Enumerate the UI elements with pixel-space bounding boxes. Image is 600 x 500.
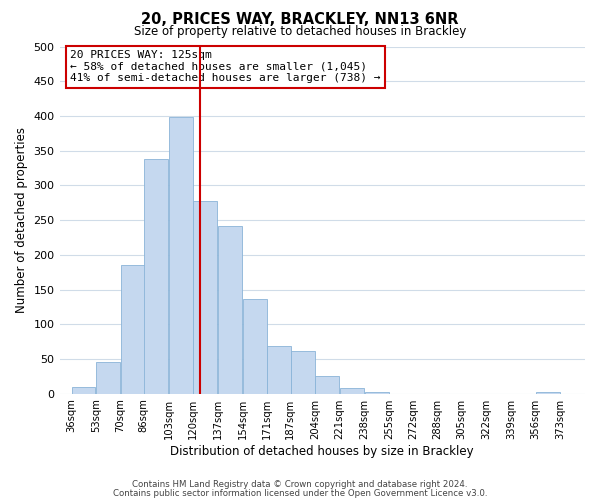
Bar: [243, 298, 267, 394]
Bar: [316, 376, 340, 394]
Bar: [536, 392, 560, 394]
X-axis label: Distribution of detached houses by size in Brackley: Distribution of detached houses by size …: [170, 444, 474, 458]
Bar: [96, 362, 120, 394]
Bar: [144, 159, 168, 394]
Bar: [169, 118, 193, 394]
Y-axis label: Number of detached properties: Number of detached properties: [15, 127, 28, 313]
Text: Size of property relative to detached houses in Brackley: Size of property relative to detached ho…: [134, 25, 466, 38]
Text: Contains public sector information licensed under the Open Government Licence v3: Contains public sector information licen…: [113, 488, 487, 498]
Text: 20 PRICES WAY: 125sqm
← 58% of detached houses are smaller (1,045)
41% of semi-d: 20 PRICES WAY: 125sqm ← 58% of detached …: [70, 50, 380, 83]
Bar: [193, 200, 217, 394]
Bar: [218, 226, 242, 394]
Bar: [340, 388, 364, 394]
Bar: [71, 387, 95, 394]
Bar: [121, 265, 145, 394]
Bar: [268, 346, 292, 394]
Text: Contains HM Land Registry data © Crown copyright and database right 2024.: Contains HM Land Registry data © Crown c…: [132, 480, 468, 489]
Bar: [365, 392, 389, 394]
Text: 20, PRICES WAY, BRACKLEY, NN13 6NR: 20, PRICES WAY, BRACKLEY, NN13 6NR: [141, 12, 459, 28]
Bar: [290, 350, 314, 394]
